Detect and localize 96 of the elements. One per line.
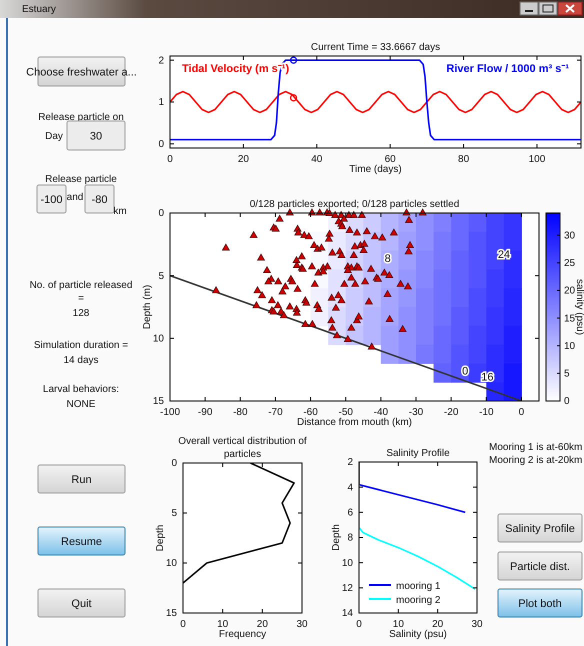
push-button: Run <box>38 464 126 494</box>
x-tick-label: -90 <box>198 407 213 418</box>
x-tick-label: -100 <box>160 407 180 418</box>
y-tick-label: 6 <box>347 508 354 519</box>
x-axis-title: Salinity (psu) <box>389 629 447 640</box>
x-tick-label: 20 <box>432 619 444 630</box>
y-tick-label: 2 <box>347 457 354 468</box>
y-axis-title: Depth <box>155 524 166 552</box>
text: Larval behaviors: <box>42 384 120 395</box>
text: Mooring 1 is at-60km <box>489 442 582 453</box>
text: and <box>66 192 84 203</box>
y-tick-label: 1 <box>158 97 164 108</box>
legend-label: mooring 1 <box>396 581 441 592</box>
text: Release particle on <box>38 112 124 123</box>
text: Release particle <box>45 174 118 185</box>
text: No. of particle released <box>30 280 132 291</box>
chart-title: Current Time = 33.6667 days <box>310 42 440 53</box>
x-tick-label: 10 <box>217 619 229 630</box>
x-tick-label: -50 <box>338 407 354 418</box>
text: km <box>113 206 127 217</box>
y-tick-label: 0 <box>158 139 164 150</box>
x-tick-label: 80 <box>458 154 470 166</box>
x-tick-label: -10 <box>479 407 494 418</box>
push-button: Salinity Profile <box>498 514 582 542</box>
x-tick-label: 100 <box>528 154 546 166</box>
x-tick-label: 10 <box>392 619 404 630</box>
push-button: Quit <box>38 588 126 618</box>
x-tick-label: 0 <box>518 407 525 418</box>
text: Simulation duration = <box>34 340 128 351</box>
color-bar-label: 10 <box>564 340 576 352</box>
line-series <box>170 59 581 140</box>
text-field: -100 <box>36 184 66 214</box>
text: NONE <box>66 399 96 410</box>
y-tick-label: 15 <box>152 396 164 408</box>
y-tick-label: 0 <box>158 208 164 220</box>
x-tick-label: -60 <box>303 407 318 418</box>
color-bar-label: 5 <box>564 368 570 380</box>
y-tick-label: 8 <box>347 532 354 544</box>
x-tick-label: -80 <box>233 407 248 418</box>
y-axis-title: Depth (m) <box>142 284 153 330</box>
push-button: Plot both <box>498 588 582 618</box>
text-field: 30 <box>66 120 126 150</box>
x-tick-label: -30 <box>408 407 424 418</box>
y-tick-label: 15 <box>166 608 178 620</box>
color-bar-label: 25 <box>564 258 576 269</box>
x-tick-label: 20 <box>238 154 250 166</box>
x-tick-label: -40 <box>374 407 389 418</box>
text: Day <box>45 131 63 142</box>
x-tick-label: 20 <box>256 619 268 630</box>
text: Estuary <box>22 4 56 15</box>
color-bar-label: 0 <box>564 396 570 408</box>
push-button: Resume <box>38 526 126 556</box>
series-label: River Flow / 1000 m³ s⁻¹ <box>446 63 570 75</box>
y-tick-label: 14 <box>342 608 354 620</box>
annotation: 16 <box>481 371 494 384</box>
x-tick-label: 40 <box>311 154 323 166</box>
x-tick-label: 0 <box>356 619 362 630</box>
line-series <box>170 90 581 114</box>
chart-title: 0/128 particles exported; 0/128 particles settled <box>250 199 460 210</box>
text: 128 <box>72 308 90 319</box>
color-bar-title: salinity (psu) <box>574 278 584 336</box>
x-tick-label: 30 <box>471 619 483 630</box>
x-tick-label: 30 <box>296 619 308 630</box>
text: Mooring 2 is at-20km <box>489 455 582 466</box>
y-tick-label: 12 <box>342 583 354 594</box>
y-tick-label: 10 <box>166 558 178 570</box>
line-series <box>359 462 466 514</box>
text-field: -80 <box>84 184 114 214</box>
annotation: 8 <box>384 252 391 265</box>
chart-title: Salinity Profile <box>386 448 450 459</box>
line-series <box>359 484 476 590</box>
y-tick-label: 0 <box>171 458 178 470</box>
legend-label: mooring 2 <box>396 595 441 606</box>
y-tick-label: 5 <box>171 508 178 520</box>
text: = <box>78 293 84 304</box>
push-button: Particle dist. <box>498 552 582 580</box>
annotation: 0 <box>462 366 468 378</box>
y-axis-title: Depth <box>331 524 342 551</box>
chart-title: Overall vertical distribution of particles <box>178 436 307 460</box>
y-tick-label: 10 <box>152 334 164 345</box>
color-bar-label: 15 <box>564 313 576 324</box>
annotation: 24 <box>498 249 510 262</box>
x-axis-title: Time (days) <box>349 164 402 175</box>
x-tick-label: 60 <box>384 154 396 166</box>
y-tick-label: 10 <box>342 558 354 569</box>
x-tick-label: -20 <box>444 407 459 418</box>
x-axis-title: Distance from mouth (km) <box>296 417 412 428</box>
x-axis-title: Frequency <box>218 629 266 640</box>
x-tick-label: -70 <box>268 407 284 418</box>
color-bar-label: 20 <box>564 286 576 297</box>
color-bar-label: 30 <box>564 230 576 242</box>
x-tick-label: 0 <box>180 619 186 630</box>
y-tick-label: 2 <box>158 55 164 66</box>
text: 14 days <box>63 355 99 366</box>
y-tick-label: 5 <box>158 270 164 282</box>
y-tick-label: 4 <box>347 482 354 494</box>
